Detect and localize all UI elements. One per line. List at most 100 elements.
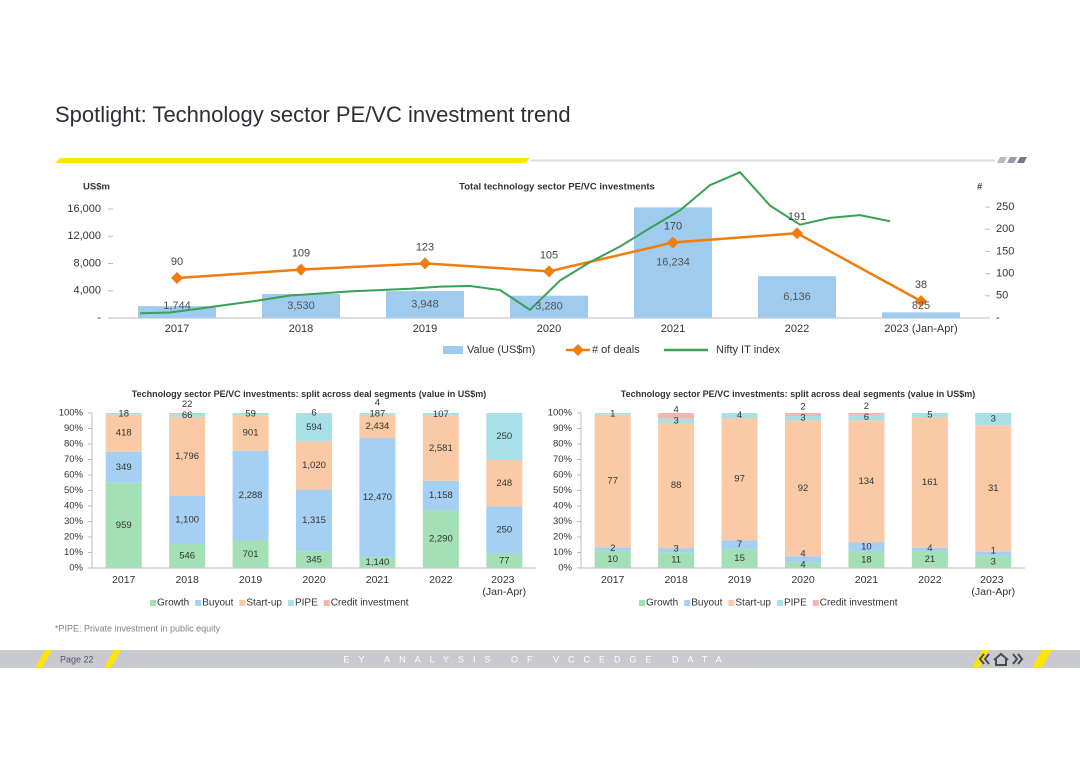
legend-swatch — [639, 600, 645, 606]
bar-segment — [658, 422, 695, 549]
bar — [510, 295, 588, 318]
legend-label: Nifty IT index — [716, 344, 780, 356]
bar-segment — [975, 425, 1012, 552]
y-tick-label: 0% — [558, 563, 572, 574]
bar-segment — [169, 416, 206, 496]
segment-label: 187 — [369, 408, 385, 419]
segment-label: 3 — [673, 544, 678, 555]
x-tick-label: 2018 — [175, 574, 199, 586]
y-tick-label: 10% — [553, 547, 573, 558]
deals-marker — [171, 272, 183, 285]
legend-label: Value (US$m) — [467, 344, 535, 356]
y-tick-label: 50% — [64, 485, 84, 496]
nav-prev[interactable] — [978, 653, 990, 665]
deals-marker — [667, 236, 679, 249]
segment-label: 15 — [734, 553, 745, 564]
bar-segment — [721, 418, 758, 541]
segment-label: 66 — [182, 410, 193, 421]
legend-label: Credit investment — [820, 598, 898, 609]
bar-value-label: 825 — [912, 300, 930, 312]
segment-label: 88 — [671, 480, 682, 491]
y-tick-label: 90% — [64, 423, 84, 434]
bar-segment — [359, 413, 396, 415]
page-number: Page 22 — [60, 654, 94, 664]
legend-swatch — [443, 346, 463, 354]
deals-marker — [419, 257, 431, 270]
bar-segment — [785, 562, 821, 568]
bar-segment — [911, 547, 948, 551]
segment-label: 1 — [610, 408, 615, 419]
bar — [758, 276, 836, 318]
bar-segment — [169, 495, 206, 545]
segment-label: 4 — [375, 397, 380, 408]
segment-label: 22 — [182, 399, 193, 410]
bar — [634, 207, 712, 318]
segment-label: 77 — [499, 555, 510, 566]
segment-label: 2 — [610, 543, 615, 554]
y-tick-label: 40% — [553, 501, 573, 512]
segment-label: 594 — [306, 422, 322, 433]
y-tick-label: 70% — [553, 454, 573, 465]
y-tick-label: 100% — [548, 408, 573, 419]
bar-segment — [169, 413, 206, 414]
bar-segment — [785, 420, 821, 557]
bar-segment — [848, 414, 885, 421]
segment-label: 6 — [311, 408, 316, 419]
bar-segment — [422, 510, 459, 568]
legend-swatch — [728, 600, 735, 606]
bar-segment — [359, 414, 396, 439]
bar-segment — [911, 417, 948, 548]
deco — [1032, 650, 1052, 668]
legend-label: Start-up — [246, 598, 282, 609]
segment-label: 3 — [991, 414, 996, 425]
bar-segment — [785, 556, 821, 563]
y-tick-label: 50% — [553, 485, 573, 496]
segment-label: 107 — [433, 409, 449, 420]
y-tick-label: 80% — [553, 439, 573, 450]
bar-segment — [169, 413, 206, 417]
deals-value-label: 38 — [915, 279, 927, 291]
bar-segment — [785, 413, 821, 416]
y2-tick-label: 50 — [996, 290, 1008, 302]
deals-value-label: 105 — [540, 249, 558, 261]
segment-label: 2 — [864, 401, 869, 412]
bar-value-label: 6,136 — [783, 291, 811, 303]
bar-segment — [594, 547, 631, 551]
bar — [386, 291, 464, 318]
nav-home[interactable] — [993, 652, 1009, 666]
nav-next[interactable] — [1012, 653, 1024, 665]
x-tick-label: 2020 — [537, 323, 561, 335]
segment-label: 31 — [988, 483, 999, 494]
bar-segment — [658, 548, 695, 553]
x-tick-label: 2019 — [239, 574, 263, 586]
segment-label: 18 — [118, 408, 129, 419]
deals-value-label: 191 — [788, 211, 806, 223]
segment-label: 12,470 — [363, 492, 392, 503]
y-tick-label: 0% — [69, 563, 83, 574]
segment-label: 97 — [734, 474, 745, 485]
bar-value-label: 16,234 — [656, 257, 690, 269]
legend-swatch — [239, 600, 246, 606]
bar-segment — [911, 550, 948, 568]
bar-segment — [359, 557, 396, 568]
bar-segment — [975, 413, 1012, 426]
segment-label: 2,288 — [239, 490, 263, 501]
nav[interactable] — [978, 652, 1024, 666]
bar-segment — [105, 413, 142, 415]
x-tick-label: 2023 (Jan-Apr) — [884, 323, 957, 335]
bar-segment — [105, 414, 142, 452]
x-tick-label: 2022 — [785, 323, 809, 335]
segment-label: 1 — [991, 545, 996, 556]
segment-label: 345 — [306, 554, 322, 565]
bar-segment — [848, 551, 885, 568]
y-tick-label: 20% — [553, 532, 573, 543]
x-tick-label: 2021 — [661, 323, 685, 335]
segment-label: 1,158 — [429, 490, 453, 501]
legend-swatch — [776, 600, 783, 606]
segment-label: 1,100 — [175, 514, 199, 525]
bar-segment — [721, 549, 758, 568]
y2-tick-label: 200 — [996, 223, 1014, 235]
y-tick-label: 20% — [64, 532, 84, 543]
legend-label: Start-up — [735, 598, 771, 609]
